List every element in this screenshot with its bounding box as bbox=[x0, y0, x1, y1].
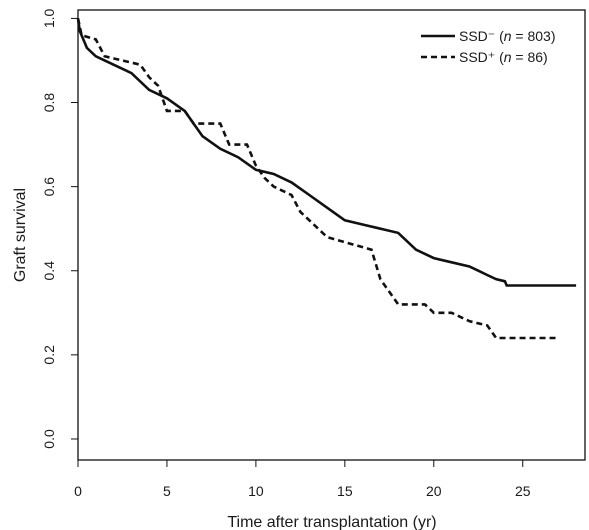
y-tick-label: 0.4 bbox=[41, 261, 57, 281]
legend-label-ssd-minus: SSD⁻ (n = 803) bbox=[459, 28, 556, 44]
series-layer bbox=[76, 18, 577, 340]
y-tick-label: 0.0 bbox=[41, 429, 57, 449]
y-axis-title: Graft survival bbox=[12, 188, 29, 282]
x-tick-label: 25 bbox=[515, 483, 531, 499]
legend: SSD⁻ (n = 803) SSD⁺ (n = 86) bbox=[421, 28, 556, 65]
plot-frame bbox=[77, 9, 586, 461]
y-tick-label: 0.6 bbox=[41, 177, 57, 197]
y-axis: 0.0 0.2 0.4 0.6 0.8 1.0 bbox=[41, 8, 79, 449]
x-tick-label: 20 bbox=[426, 483, 442, 499]
x-tick-label: 10 bbox=[248, 483, 264, 499]
series-line-ssd-minus bbox=[76, 18, 577, 287]
series-line-ssd-plus bbox=[76, 18, 559, 340]
x-tick-label: 0 bbox=[74, 483, 82, 499]
y-tick-label: 0.2 bbox=[41, 345, 57, 365]
legend-label-ssd-plus: SSD⁺ (n = 86) bbox=[459, 49, 548, 65]
x-axis: 0 5 10 15 20 25 bbox=[74, 459, 531, 499]
x-axis-title: Time after transplantation (yr) bbox=[227, 514, 436, 530]
y-tick-label: 1.0 bbox=[41, 8, 57, 28]
x-tick-label: 5 bbox=[163, 483, 171, 499]
y-tick-label: 0.8 bbox=[41, 93, 57, 113]
x-tick-label: 15 bbox=[337, 483, 353, 499]
